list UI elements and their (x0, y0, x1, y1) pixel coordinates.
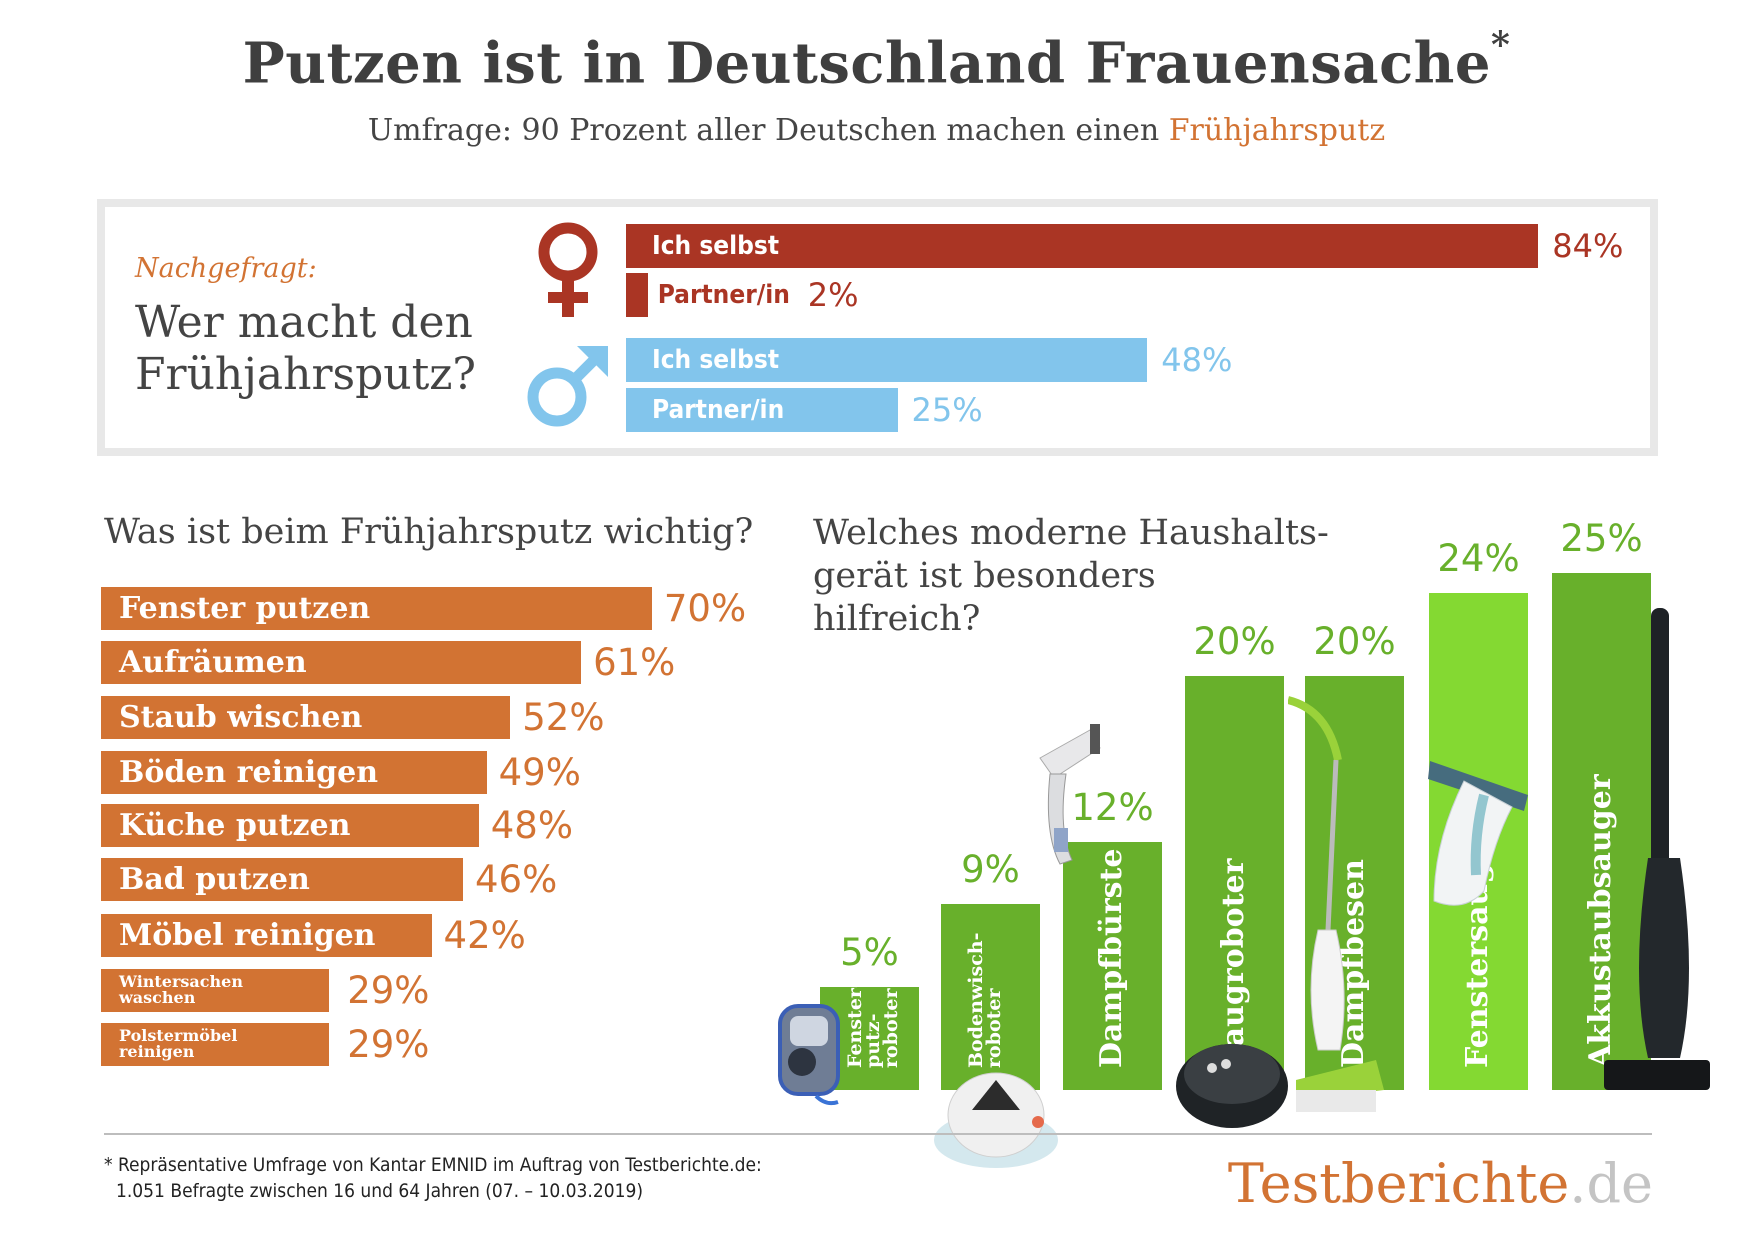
gender-bar-label: Partner/in (652, 395, 785, 425)
devices-title-line-2: gerät ist besonders (813, 556, 1156, 596)
footer-divider (104, 1133, 1652, 1135)
task-bar-label: Bad putzen (119, 858, 310, 901)
stick-vacuum-icon (1596, 608, 1716, 1102)
steam-mop-icon (1286, 690, 1388, 1124)
steam-brush-icon (1020, 718, 1110, 882)
device-bar (1185, 676, 1284, 1090)
gender-bar-label: Ich selbst (652, 231, 780, 261)
gender-bar-female-self (626, 224, 1539, 268)
task-bar-label-line: Aufräumen (119, 645, 307, 680)
mop-robot-icon (926, 1060, 1066, 1174)
female-symbol-icon (538, 222, 598, 317)
device-bar-value: 20% (1193, 620, 1276, 663)
question-line-2: Frühjahrsputz? (135, 349, 477, 400)
task-bar-label-line: Polstermöbel (119, 1026, 238, 1045)
device-bar-label: Fenster- putz- roboter (844, 980, 902, 1068)
device-bar-value: 12% (1071, 785, 1154, 829)
gender-bar-label: Partner/in (657, 280, 790, 310)
footnote-line-1: * Repräsentative Umfrage von Kantar EMNI… (104, 1154, 762, 1176)
logo-tld: .de (1569, 1152, 1653, 1215)
task-bar (101, 696, 511, 739)
task-bar (101, 804, 479, 847)
task-bar-label: Küche putzen (119, 804, 350, 847)
task-bar-value: 29% (347, 1023, 430, 1066)
page-title: Putzen ist in Deutschland Frauensache* (0, 24, 1753, 97)
device-bar (1063, 841, 1162, 1090)
task-bar-value: 61% (593, 641, 676, 684)
task-bar-label: Aufräumen (119, 641, 307, 684)
footnote-line-2: 1.051 Befragte zwischen 16 und 64 Jahren… (116, 1180, 644, 1202)
task-bar-label: Wintersachen waschen (119, 969, 243, 1006)
subtitle-text: Umfrage: 90 Prozent aller Deutschen mach… (367, 113, 1169, 148)
gender-bar-label: Ich selbst (652, 345, 780, 375)
task-bar-label-line: reinigen (119, 1042, 195, 1061)
task-bar-value: 52% (522, 696, 605, 739)
device-bar-label: Bodenwisch- roboter (965, 932, 1005, 1068)
task-bar-label-line: Bad putzen (119, 862, 310, 897)
question-line-1: Wer macht den (135, 297, 473, 348)
task-bar-label-line: Staub wischen (119, 700, 363, 735)
task-bar-value: 29% (347, 969, 430, 1012)
device-bar-value: 5% (840, 930, 899, 974)
task-bar-value: 46% (475, 858, 558, 901)
page-subtitle: Umfrage: 90 Prozent aller Deutschen mach… (0, 113, 1753, 148)
panel-question: Wer macht den Frühjahrsputz? (135, 297, 515, 401)
task-bar (101, 969, 330, 1012)
subtitle-accent: Frühjahrsputz (1168, 113, 1386, 148)
devices-title-line-3: hilfreich? (813, 599, 981, 639)
device-bar-value: 20% (1313, 620, 1396, 663)
gender-bar-value: 84% (1552, 227, 1624, 265)
window-vacuum-icon (1424, 755, 1534, 929)
task-bar-label: Fenster putzen (119, 587, 370, 630)
title-text: Putzen ist in Deutschland Frauensache (242, 30, 1492, 97)
task-bar-label: Staub wischen (119, 696, 362, 739)
vacuum-robot-icon (1172, 1030, 1292, 1134)
device-bar-value: 25% (1560, 516, 1643, 560)
footnote-mark: * (1491, 24, 1511, 66)
task-bar (101, 858, 464, 901)
task-bar-label-line: Küche putzen (119, 808, 351, 843)
task-bar-label-line: Böden reinigen (119, 755, 379, 790)
task-bar-label-line: Wintersachen (119, 972, 243, 991)
device-bar-value: 24% (1437, 537, 1520, 581)
window-robot-icon (776, 1000, 846, 1114)
devices-title-line-1: Welches moderne Haushalts- (813, 513, 1329, 553)
brand-logo[interactable]: Testberichte.de (1228, 1152, 1653, 1215)
gender-bar-male-partner (626, 388, 898, 432)
gender-bar-male-self (626, 338, 1148, 382)
task-bar-value: 49% (498, 751, 581, 794)
gender-bar-value: 2% (807, 276, 859, 314)
device-bar (1552, 572, 1651, 1090)
task-bar (101, 914, 432, 957)
task-bar-label-line: Fenster putzen (119, 591, 371, 626)
task-bar-label: Böden reinigen (119, 751, 378, 794)
device-bar-value: 9% (961, 847, 1020, 891)
gender-bar-value: 25% (911, 391, 983, 429)
task-bar-label-line: Möbel reinigen (119, 918, 376, 953)
devices-chart-title: Welches moderne Haushalts- gerät ist bes… (813, 512, 1333, 641)
gender-bar-female-partner (626, 273, 648, 317)
task-bar-label-line: waschen (119, 988, 196, 1007)
task-bar (101, 751, 487, 794)
task-bar-value: 42% (443, 914, 526, 957)
panel-kicker: Nachgefragt: (135, 253, 317, 284)
footnote: * Repräsentative Umfrage von Kantar EMNI… (104, 1152, 762, 1204)
task-bar-label: Möbel reinigen (119, 914, 376, 957)
task-bar-label: Polstermöbel reinigen (119, 1023, 237, 1060)
task-bar (101, 587, 652, 630)
tasks-chart-title: Was ist beim Frühjahrsputz wichtig? (104, 512, 754, 552)
task-bar (101, 1023, 330, 1066)
task-bar (101, 641, 582, 684)
task-bar-value: 48% (490, 804, 573, 847)
gender-bar-value: 48% (1161, 341, 1233, 379)
task-bar-value: 70% (663, 587, 747, 630)
male-symbol-icon (527, 346, 608, 427)
logo-main: Testberichte (1227, 1152, 1570, 1215)
device-bar (941, 903, 1040, 1090)
